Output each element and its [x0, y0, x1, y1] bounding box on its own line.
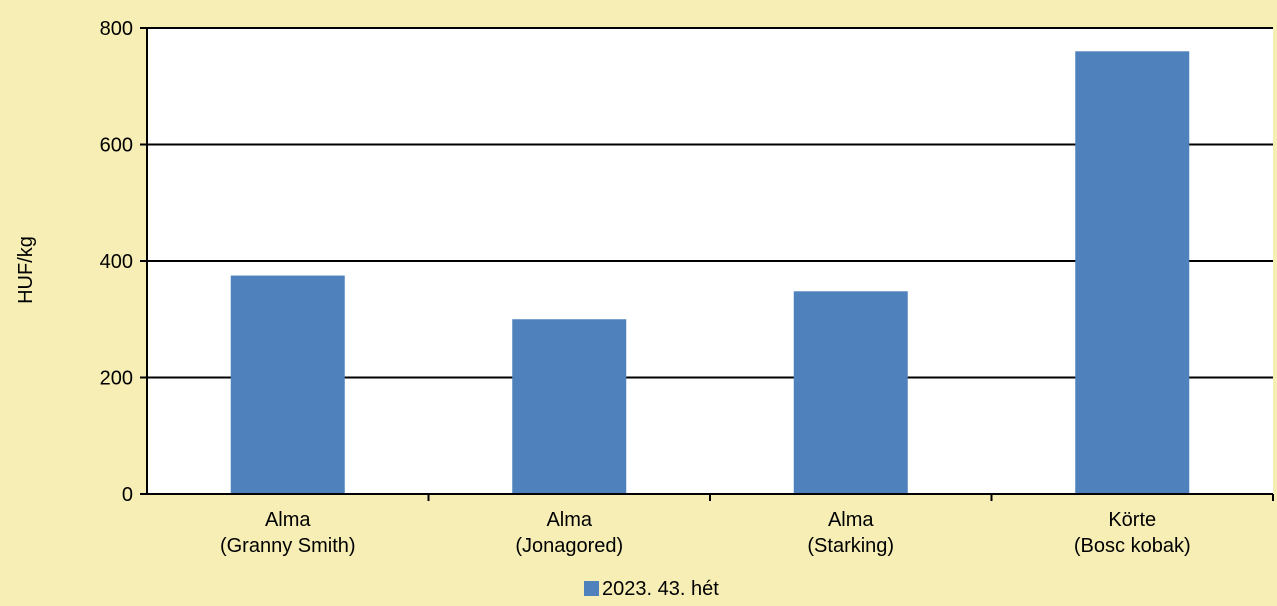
y-tick-labels: 0 200 400 600 800	[100, 18, 133, 506]
legend-swatch	[584, 581, 599, 596]
y-tick-label: 600	[100, 135, 133, 157]
bars	[230, 51, 1190, 495]
x-tick-label: (Starking)	[807, 535, 894, 557]
x-tick-label: (Granny Smith)	[220, 535, 356, 557]
y-axis-title: HUF/kg	[15, 236, 37, 304]
x-tick-label: Alma	[265, 509, 311, 531]
y-tick-label: 400	[100, 251, 133, 273]
bar	[793, 291, 908, 494]
axes	[140, 27, 1274, 501]
legend-label: 2023. 43. hét	[602, 578, 719, 600]
y-tick-label: 200	[100, 368, 133, 390]
x-tick-label: Alma	[828, 509, 874, 531]
y-tick-label: 0	[122, 484, 133, 506]
bar	[1075, 51, 1190, 495]
legend: 2023. 43. hét	[584, 578, 719, 600]
x-tick-label: Körte	[1108, 509, 1156, 531]
x-tick-label: (Bosc kobak)	[1074, 535, 1191, 557]
bar	[230, 275, 345, 494]
x-tick-label: Alma	[546, 509, 592, 531]
x-tick-label: (Jonagored)	[515, 535, 623, 557]
y-tick-label: 800	[100, 18, 133, 40]
category-labels: Alma (Granny Smith) Alma (Jonagored) Alma (St…	[220, 509, 1191, 557]
bar	[512, 319, 627, 494]
